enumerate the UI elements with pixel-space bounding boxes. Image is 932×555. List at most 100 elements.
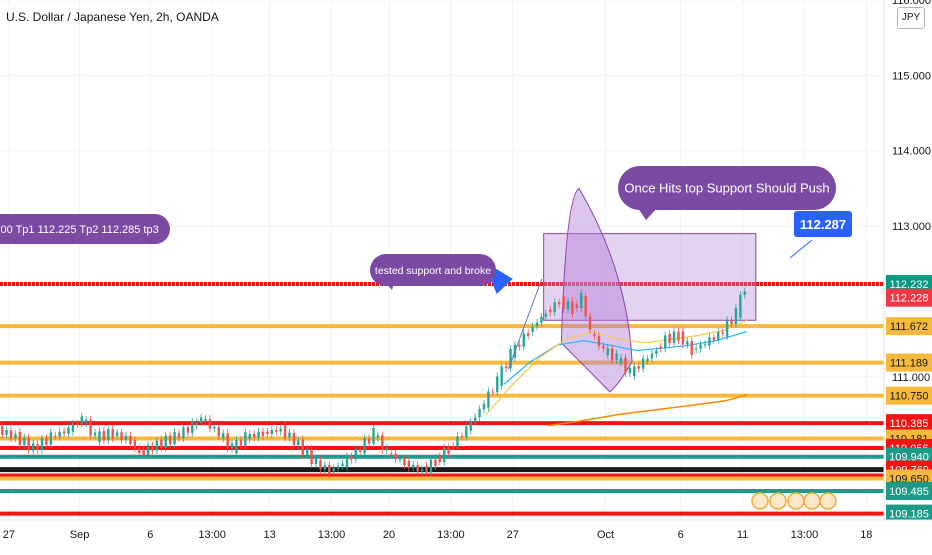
candle [681, 331, 685, 345]
candle [177, 433, 181, 439]
candle [213, 426, 216, 429]
dividend-icon[interactable] [803, 492, 821, 510]
candle [668, 333, 671, 344]
y-tick-label: 114.000 [892, 146, 931, 158]
candle [151, 445, 154, 451]
currency-button[interactable]: JPY [897, 7, 925, 29]
dividend-icon[interactable] [787, 492, 805, 510]
candle [54, 435, 57, 437]
candle [376, 435, 380, 438]
candle [62, 431, 66, 434]
candle [443, 447, 446, 462]
time-axis[interactable] [0, 520, 932, 550]
candle [389, 453, 393, 455]
candle [120, 432, 123, 441]
candle [407, 460, 411, 468]
candle [540, 316, 543, 323]
candle [526, 333, 530, 336]
candle [385, 447, 388, 451]
candle [208, 419, 212, 429]
candle [146, 445, 150, 456]
candle [58, 431, 61, 437]
candle [359, 448, 362, 452]
candle [305, 448, 309, 455]
push-note: Once Hits top Support Should Push [624, 181, 829, 196]
candle [182, 427, 185, 439]
candle [562, 296, 565, 310]
dividend-icon[interactable] [769, 492, 787, 510]
support-note-bubble [370, 254, 496, 286]
candle [84, 419, 88, 424]
left-note-bubble [0, 214, 170, 244]
candle [239, 439, 243, 446]
candle [575, 304, 579, 308]
dividend-icon[interactable] [751, 492, 769, 510]
dividend-icon[interactable] [819, 492, 837, 510]
candle [553, 302, 556, 313]
candle [403, 458, 406, 466]
candle [588, 316, 592, 330]
candle [222, 433, 225, 439]
candle [580, 293, 583, 308]
candle [699, 344, 702, 349]
support-note: tested support and broke [375, 265, 491, 277]
ma-cyan [503, 331, 748, 385]
candle [593, 333, 596, 336]
candle [509, 348, 512, 369]
price-tag [886, 288, 932, 307]
candle [686, 341, 689, 345]
x-tick-label: 18 [860, 529, 872, 541]
candle [31, 443, 35, 451]
price-tag [886, 414, 932, 433]
candle [248, 434, 251, 440]
candle [420, 469, 424, 472]
candle [71, 423, 75, 432]
candle [606, 348, 609, 356]
candle [36, 443, 39, 450]
candle [18, 431, 22, 446]
candle [434, 459, 437, 467]
price-tag-label: 109.185 [889, 509, 929, 521]
x-tick-label: 11 [737, 529, 748, 541]
candle [160, 439, 163, 449]
candle [252, 433, 256, 438]
candle [664, 335, 667, 349]
candle [367, 438, 371, 444]
candle [394, 453, 397, 460]
candle [619, 357, 623, 364]
candle [473, 417, 477, 422]
candle [266, 431, 269, 435]
candle [195, 422, 198, 426]
candle [571, 301, 574, 315]
candle [597, 336, 601, 346]
price-tag-label: 110.750 [890, 391, 929, 403]
candle [717, 331, 720, 340]
candle [328, 464, 331, 475]
candle [310, 448, 313, 465]
candle [743, 291, 746, 295]
candle [345, 456, 349, 468]
candle [319, 460, 322, 470]
candle [504, 366, 508, 369]
candle [659, 346, 662, 349]
x-tick-label: Sep [70, 529, 90, 541]
candle [708, 337, 711, 346]
candle [456, 436, 459, 447]
y-tick-label: 116.000 [892, 0, 931, 7]
candle [107, 429, 110, 441]
candle [67, 427, 70, 434]
candle [336, 466, 340, 469]
candle [261, 431, 265, 436]
candle [739, 294, 742, 318]
candle [703, 344, 707, 346]
x-tick-label: 13:00 [791, 529, 819, 541]
target-leader [789, 239, 813, 259]
candle [610, 348, 614, 361]
candle [230, 443, 234, 449]
candle [690, 341, 693, 355]
candle [257, 431, 260, 438]
candle [535, 322, 539, 327]
candle [354, 448, 358, 460]
